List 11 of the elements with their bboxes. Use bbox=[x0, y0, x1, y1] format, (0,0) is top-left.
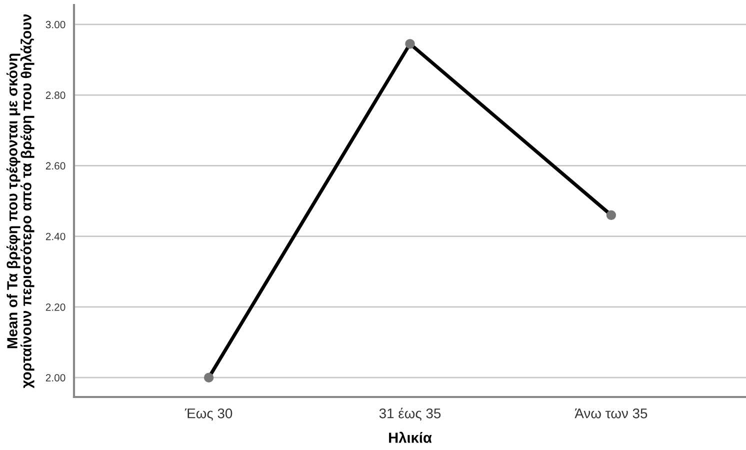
y-tick-label: 2.40 bbox=[46, 232, 66, 240]
y-tick-label: 2.80 bbox=[46, 92, 66, 99]
y-tick-label: 2.00 bbox=[46, 374, 66, 382]
y-tick-label: 2.20 bbox=[46, 303, 66, 311]
x-tick-label: Έως 30 bbox=[184, 408, 232, 421]
x-axis-title: Ηλικία bbox=[389, 432, 432, 443]
y-tick-label: 3.00 bbox=[46, 20, 66, 28]
y-tick-label: 2.60 bbox=[46, 162, 66, 170]
x-tick-label: 31 έως 35 bbox=[379, 408, 441, 421]
y-axis-title: Mean of Τα βρέφη που τρέφονται με σκόνη χορταίνουν περισσότερο από τα βρέφη που θηλάζουν bbox=[6, 14, 34, 388]
x-tick-label: Άνω των 35 bbox=[574, 408, 648, 418]
